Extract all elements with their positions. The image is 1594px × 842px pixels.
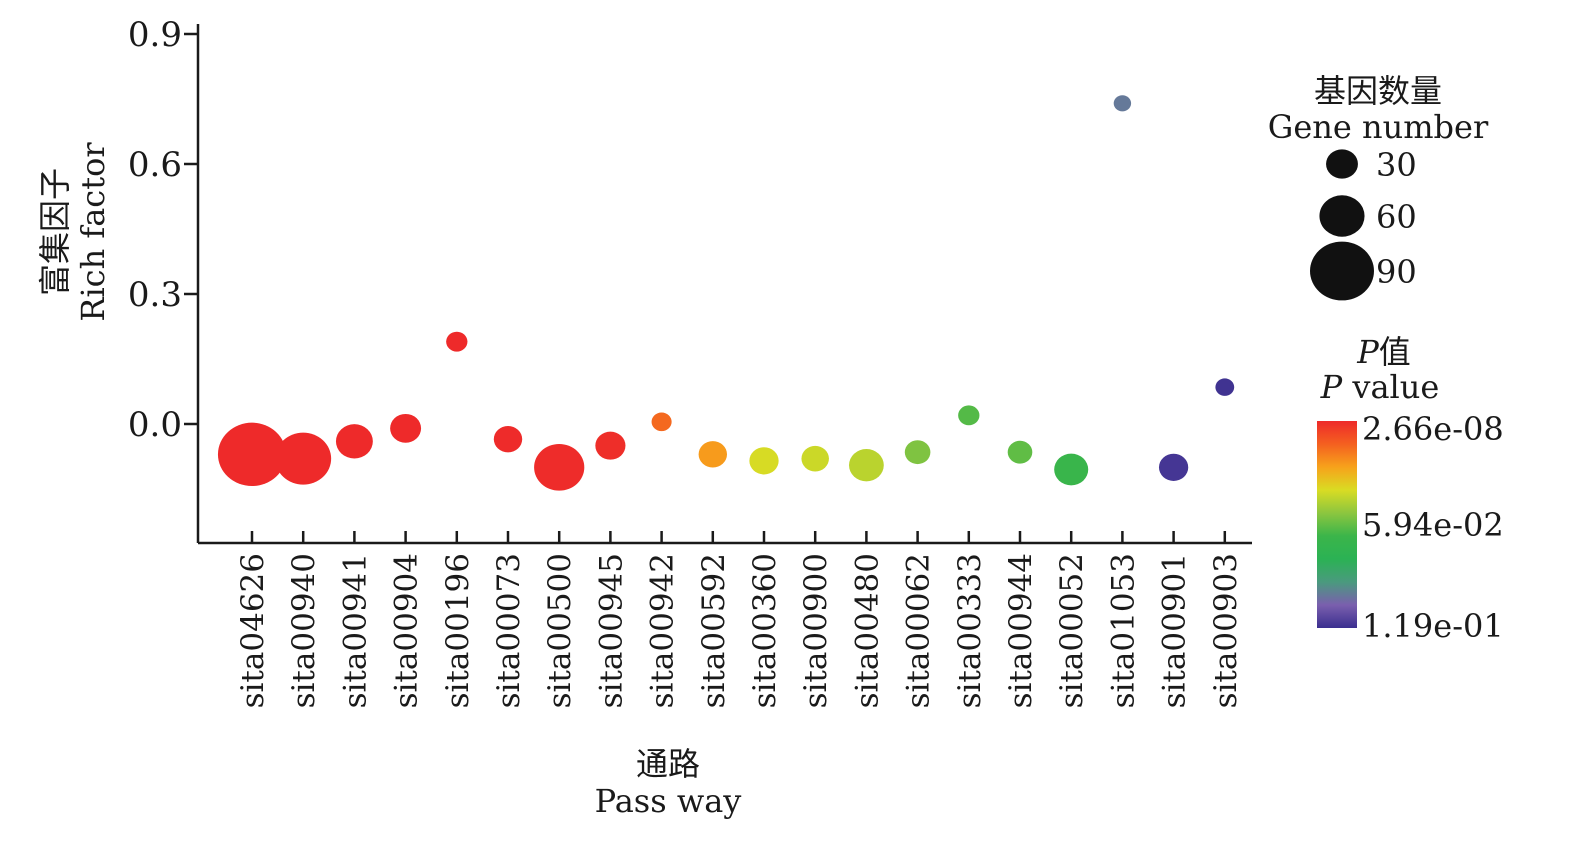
color-legend-title: P值 [1356,333,1411,371]
bubble-sita00500 [534,443,585,491]
x-tick-label: sita00901 [1157,553,1193,708]
x-tick-label: sita00196 [440,553,476,708]
bubble-sita00941 [335,424,373,459]
x-tick-label: sita00942 [645,553,681,708]
x-tick-label: sita00062 [901,553,937,708]
y-axis-title: 富集因子 Rich factor [36,142,112,322]
bubble-sita00073 [493,425,523,453]
x-tick-label: sita00940 [286,553,322,708]
color-legend-title-suffix: 值 [1379,333,1411,371]
x-tick-label: sita00073 [491,553,527,708]
x-tick-label: sita00052 [1054,553,1090,708]
size-legend-circle [1326,149,1358,179]
gene-number-legend: 基因数量 Gene number 30 60 90 [1268,72,1489,301]
y-tick-label: 0.3 [128,275,182,315]
bubble-sita00945 [595,431,626,460]
bubble-sita04626 [217,422,287,487]
y-tick-label: 0.9 [128,15,182,55]
bubble-sita01053 [1113,95,1132,112]
data-bubbles [217,95,1235,491]
x-tick-label: sita00941 [337,553,373,708]
bubble-sita00942 [651,412,672,432]
color-legend-subtitle-suffix: value [1342,368,1439,406]
x-tick-label: sita00592 [696,553,732,708]
bubble-sita00900 [801,445,829,472]
bubble-sita00333 [958,405,980,426]
color-legend-subtitle-italic: P [1320,368,1343,406]
color-legend-subtitle: P value [1320,368,1440,406]
bubble-sita00480 [849,448,884,482]
size-legend-circle [1310,241,1374,301]
x-axis-title-en: Pass way [595,782,742,820]
color-legend-title-italic: P [1356,333,1379,371]
x-tick-label: sita00333 [952,553,988,708]
p-value-legend: P值 P value 2.66e-08 5.94e-02 1.19e-01 [1317,333,1504,645]
bubble-sita00940 [275,432,332,485]
x-axis-ticks: sita04626 sita00940 sita00941 sita00904 sita… [235,531,1244,708]
bubble-sita00901 [1158,453,1189,481]
bubble-sita00904 [390,413,422,443]
y-axis-title-cn: 富集因子 [36,168,74,296]
size-legend-label: 30 [1376,146,1417,184]
x-axis-title-cn: 通路 [636,745,700,783]
x-tick-label: sita00903 [1208,553,1244,708]
y-axis-title-en: Rich factor [74,142,112,322]
bubble-sita00062 [904,440,931,465]
x-tick-label: sita00500 [542,553,578,708]
size-legend-title: 基因数量 [1314,72,1442,110]
color-legend-label: 5.94e-02 [1362,506,1504,544]
bubble-sita00903 [1215,378,1235,396]
size-legend-subtitle: Gene number [1268,108,1489,146]
y-tick-label: 0.6 [128,145,182,185]
size-legend-circle [1319,195,1365,237]
x-tick-label: sita00904 [389,553,425,708]
x-tick-label: sita00480 [849,553,885,708]
x-tick-label: sita01053 [1105,553,1141,708]
x-tick-label: sita00360 [747,553,783,708]
bubble-sita00052 [1054,453,1089,486]
x-tick-label: sita04626 [235,553,271,708]
size-legend-label: 90 [1376,253,1417,291]
x-tick-label: sita00944 [1003,553,1039,708]
color-legend-label: 1.19e-01 [1362,607,1504,645]
color-bar [1317,421,1357,628]
bubble-sita00944 [1007,440,1033,464]
bubble-sita00360 [749,447,779,475]
y-axis-ticks: 0.9 0.6 0.3 0.0 [128,15,198,445]
color-legend-label: 2.66e-08 [1362,410,1504,448]
y-tick-label: 0.0 [128,405,182,445]
bubble-sita00196 [446,331,468,352]
x-tick-label: sita00945 [593,553,629,708]
x-tick-label: sita00900 [798,553,834,708]
bubble-sita00592 [698,441,727,468]
size-legend-label: 60 [1376,198,1417,236]
